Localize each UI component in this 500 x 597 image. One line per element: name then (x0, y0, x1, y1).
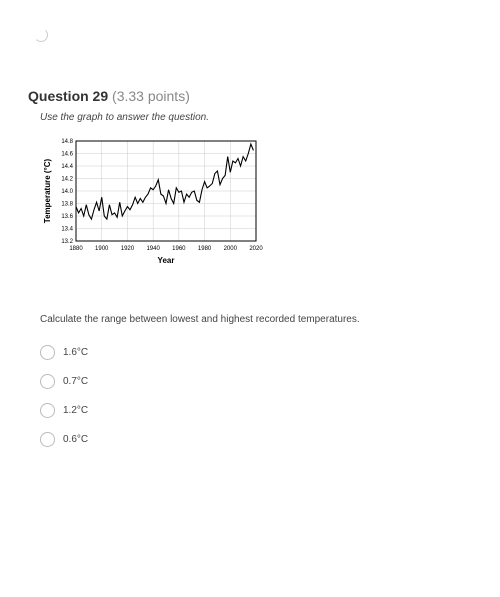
temperature-chart: 13.2 13.4 13.6 13.8 14.0 14.2 14.4 14.6 14.8 1880… (40, 133, 472, 278)
svg-text:14.6: 14.6 (61, 152, 73, 158)
svg-text:13.4: 13.4 (61, 227, 73, 233)
question-number: Question 29 (28, 88, 108, 104)
radio-icon[interactable] (40, 432, 55, 447)
option-label: 1.6°C (63, 347, 88, 358)
svg-text:14.8: 14.8 (61, 139, 73, 145)
option-row[interactable]: 1.2°C (40, 403, 472, 418)
svg-text:1920: 1920 (121, 246, 135, 252)
svg-text:1960: 1960 (172, 246, 186, 252)
option-label: 0.7°C (63, 376, 88, 387)
question-instruction: Use the graph to answer the question. (40, 112, 472, 123)
question-points: (3.33 points) (112, 88, 190, 104)
svg-text:14.4: 14.4 (61, 164, 73, 170)
svg-text:1880: 1880 (69, 246, 83, 252)
svg-text:1940: 1940 (146, 246, 160, 252)
svg-text:13.8: 13.8 (61, 202, 73, 208)
svg-text:14.0: 14.0 (61, 189, 73, 195)
question-prompt: Calculate the range between lowest and h… (40, 314, 472, 325)
svg-text:1900: 1900 (95, 246, 109, 252)
radio-icon[interactable] (40, 403, 55, 418)
radio-icon[interactable] (40, 374, 55, 389)
radio-icon[interactable] (40, 345, 55, 360)
option-label: 0.6°C (63, 434, 88, 445)
svg-text:13.6: 13.6 (61, 214, 73, 220)
loading-spinner (34, 28, 48, 42)
question-header: Question 29 (3.33 points) (28, 88, 472, 104)
svg-text:13.2: 13.2 (61, 239, 73, 245)
svg-text:Year: Year (158, 256, 175, 265)
svg-text:2020: 2020 (249, 246, 263, 252)
svg-text:14.2: 14.2 (61, 177, 73, 183)
svg-text:Temperature (°C): Temperature (°C) (43, 158, 52, 223)
svg-text:1980: 1980 (198, 246, 212, 252)
option-row[interactable]: 0.6°C (40, 432, 472, 447)
option-row[interactable]: 0.7°C (40, 374, 472, 389)
option-row[interactable]: 1.6°C (40, 345, 472, 360)
option-label: 1.2°C (63, 405, 88, 416)
svg-text:2000: 2000 (224, 246, 238, 252)
